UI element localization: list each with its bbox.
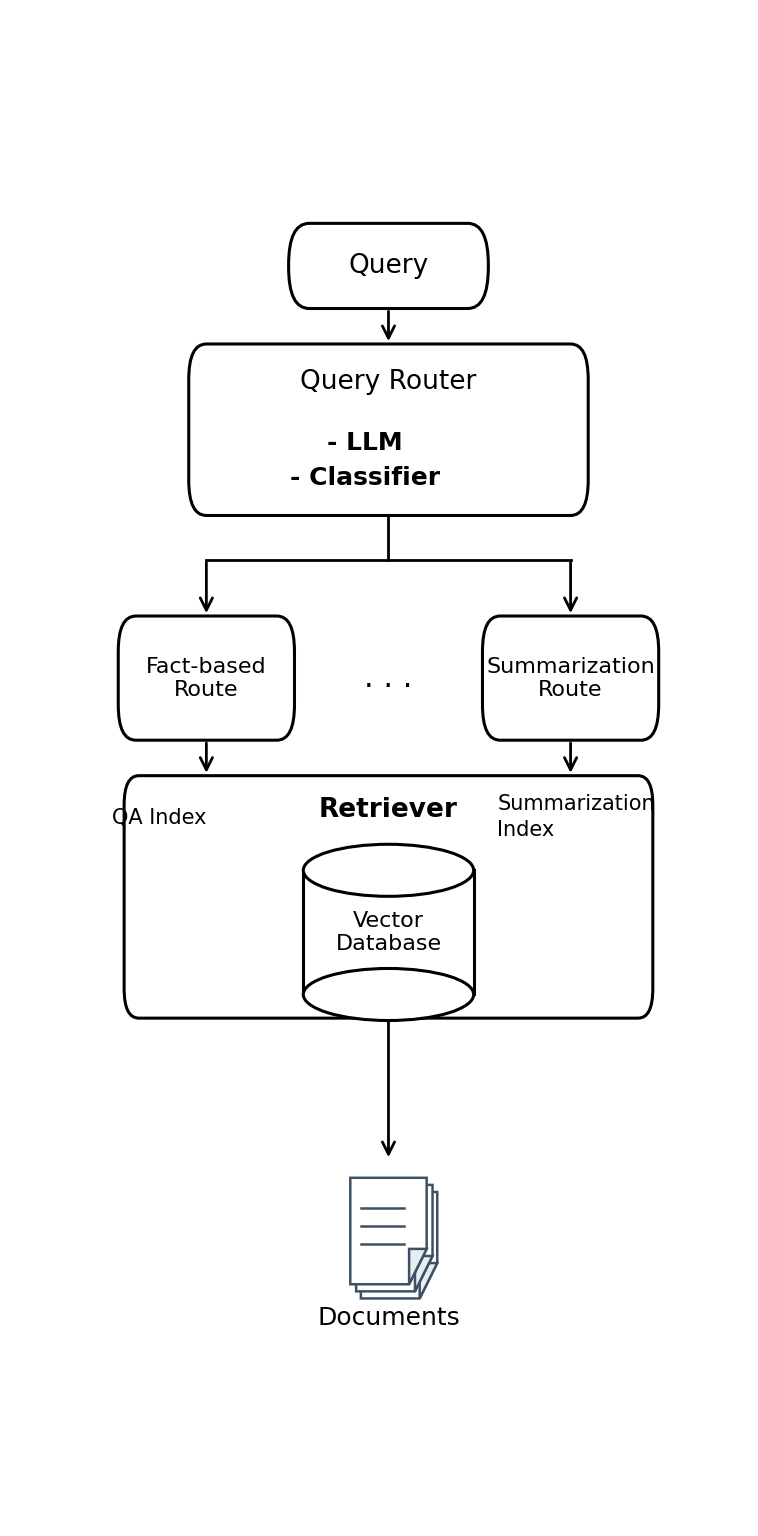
FancyBboxPatch shape <box>289 223 488 309</box>
FancyBboxPatch shape <box>483 616 659 740</box>
Polygon shape <box>303 871 474 994</box>
Polygon shape <box>356 1184 433 1292</box>
Polygon shape <box>409 1249 427 1284</box>
Text: Retriever: Retriever <box>319 797 458 823</box>
Text: Query Router: Query Router <box>300 369 477 395</box>
Ellipse shape <box>303 845 474 897</box>
Text: QA Index: QA Index <box>112 806 207 826</box>
Text: Vector
Database: Vector Database <box>335 911 442 954</box>
Polygon shape <box>415 1256 433 1292</box>
Text: . . .: . . . <box>365 664 412 693</box>
Text: - LLM
- Classifier: - LLM - Classifier <box>290 432 440 490</box>
FancyBboxPatch shape <box>118 616 294 740</box>
Text: Fact-based
Route: Fact-based Route <box>146 656 267 700</box>
FancyBboxPatch shape <box>124 776 653 1018</box>
Ellipse shape <box>303 969 474 1020</box>
Text: Summarization
Index: Summarization Index <box>497 794 655 840</box>
Text: Summarization
Route: Summarization Route <box>486 656 655 700</box>
Polygon shape <box>420 1263 437 1298</box>
FancyBboxPatch shape <box>189 344 588 516</box>
Text: Documents: Documents <box>317 1306 460 1330</box>
Text: Query: Query <box>349 253 428 280</box>
Polygon shape <box>361 1192 437 1298</box>
Polygon shape <box>350 1178 427 1284</box>
